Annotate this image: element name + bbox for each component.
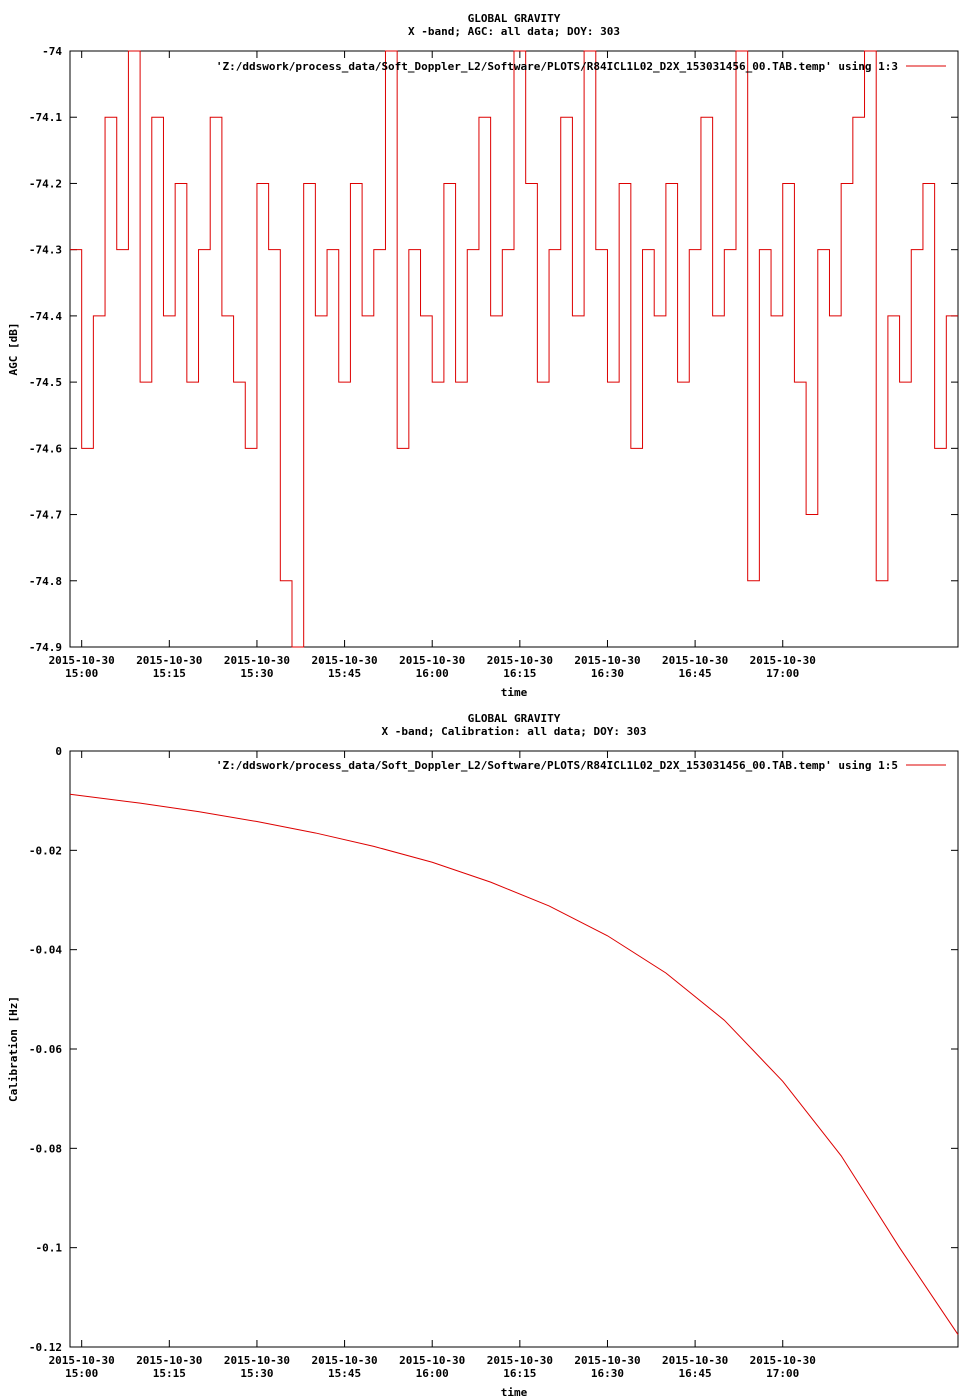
series-line — [70, 50, 958, 648]
y-tick-label: -0.12 — [29, 1341, 62, 1354]
series-line — [69, 793, 959, 1335]
y-tick-label: -74.7 — [29, 509, 62, 522]
x-tick-label-time: 16:45 — [679, 1367, 712, 1380]
y-axis-label: Calibration [Hz] — [7, 996, 20, 1102]
y-tick-label: -0.04 — [29, 944, 62, 957]
y-axis-label: AGC [dB] — [7, 323, 20, 376]
x-tick-label-date: 2015-10-30 — [662, 1354, 728, 1367]
chart-title: GLOBAL GRAVITY — [468, 12, 561, 25]
x-tick-label-date: 2015-10-30 — [49, 654, 115, 667]
plot-frame — [69, 750, 959, 1348]
x-tick-label-time: 15:15 — [153, 1367, 186, 1380]
y-tick-label: -74.6 — [29, 442, 62, 455]
x-tick-label-date: 2015-10-30 — [487, 1354, 553, 1367]
chart-subtitle: X -band; Calibration: all data; DOY: 303 — [382, 725, 647, 738]
y-tick-label: -0.02 — [29, 844, 62, 857]
x-tick-label-time: 16:30 — [591, 667, 624, 680]
y-tick-label: -74.1 — [29, 111, 62, 124]
y-tick-label: -74.9 — [29, 641, 62, 654]
x-tick-label-date: 2015-10-30 — [311, 654, 377, 667]
x-tick-label-time: 15:00 — [65, 667, 98, 680]
x-tick-label-date: 2015-10-30 — [487, 654, 553, 667]
y-tick-label: -0.1 — [36, 1242, 63, 1255]
x-tick-label-time: 15:30 — [240, 1367, 273, 1380]
x-tick-label-time: 16:00 — [416, 667, 449, 680]
x-tick-label-time: 16:15 — [503, 667, 536, 680]
x-tick-label-date: 2015-10-30 — [399, 654, 465, 667]
x-tick-label-date: 2015-10-30 — [311, 1354, 377, 1367]
x-tick-label-time: 15:30 — [240, 667, 273, 680]
x-tick-label-time: 16:45 — [679, 667, 712, 680]
x-tick-label-time: 17:00 — [766, 667, 799, 680]
x-tick-label-time: 16:00 — [416, 1367, 449, 1380]
x-tick-label-date: 2015-10-30 — [662, 654, 728, 667]
y-tick-label: -74 — [42, 45, 62, 58]
x-tick-label-date: 2015-10-30 — [136, 1354, 202, 1367]
x-tick-label-time: 15:45 — [328, 667, 361, 680]
x-tick-label-time: 15:00 — [65, 1367, 98, 1380]
y-tick-label: -74.3 — [29, 244, 62, 257]
chart-subtitle: X -band; AGC: all data; DOY: 303 — [408, 25, 620, 38]
x-tick-label-time: 17:00 — [766, 1367, 799, 1380]
y-tick-label: -74.4 — [29, 310, 62, 323]
x-tick-label-time: 16:15 — [503, 1367, 536, 1380]
x-tick-label-time: 15:15 — [153, 667, 186, 680]
legend-label: 'Z:/ddswork/process_data/Soft_Doppler_L2… — [216, 60, 898, 73]
x-tick-label-date: 2015-10-30 — [49, 1354, 115, 1367]
x-tick-label-date: 2015-10-30 — [574, 1354, 640, 1367]
x-tick-label-date: 2015-10-30 — [224, 1354, 290, 1367]
x-axis-label: time — [501, 1386, 528, 1399]
y-tick-label: -0.08 — [29, 1142, 62, 1155]
y-tick-label: 0 — [55, 745, 62, 758]
y-tick-label: -0.06 — [29, 1043, 62, 1056]
x-tick-label-date: 2015-10-30 — [574, 654, 640, 667]
x-tick-label-date: 2015-10-30 — [224, 654, 290, 667]
x-axis-label: time — [501, 686, 528, 699]
legend-label: 'Z:/ddswork/process_data/Soft_Doppler_L2… — [216, 759, 898, 772]
x-tick-label-time: 16:30 — [591, 1367, 624, 1380]
x-tick-label-date: 2015-10-30 — [750, 654, 816, 667]
y-tick-label: -74.8 — [29, 575, 62, 588]
y-tick-label: -74.2 — [29, 177, 62, 190]
x-tick-label-date: 2015-10-30 — [136, 654, 202, 667]
x-tick-label-time: 15:45 — [328, 1367, 361, 1380]
x-tick-label-date: 2015-10-30 — [399, 1354, 465, 1367]
x-tick-label-date: 2015-10-30 — [750, 1354, 816, 1367]
y-tick-label: -74.5 — [29, 376, 62, 389]
chart-title: GLOBAL GRAVITY — [468, 712, 561, 725]
